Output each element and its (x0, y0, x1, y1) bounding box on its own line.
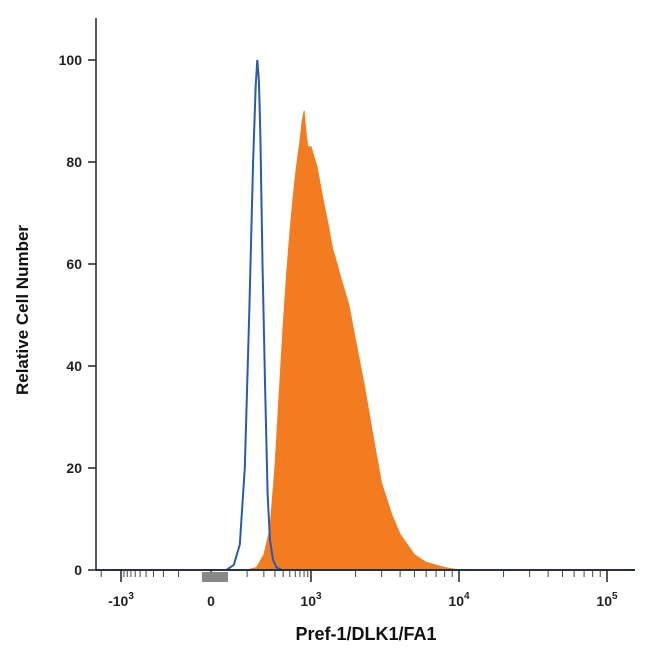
y-axis-ticks: 0 20 40 60 80 100 (59, 52, 96, 578)
x-tick-label: 105 (596, 591, 618, 609)
y-axis-label: Relative Cell Number (13, 225, 32, 395)
series-0-area (246, 110, 460, 571)
x-axis-label: Pref-1/DLK1/FA1 (295, 624, 436, 644)
y-tick-label: 60 (66, 256, 82, 272)
x-tick-label: -103 (108, 591, 134, 609)
x-axis-ticks: -103 0 103 104 105 (100, 570, 618, 609)
x-tick-label: 103 (300, 591, 322, 609)
y-tick-label: 80 (66, 154, 82, 170)
series-1-line (225, 59, 283, 571)
plot-area (95, 18, 635, 571)
y-tick-label: 0 (74, 562, 82, 578)
zero-region-marker (202, 572, 228, 582)
y-tick-label: 40 (66, 358, 82, 374)
y-tick-label: 20 (66, 460, 82, 476)
x-tick-label: 104 (448, 591, 470, 609)
y-tick-label: 100 (59, 52, 83, 68)
x-tick-label: 0 (207, 593, 215, 609)
